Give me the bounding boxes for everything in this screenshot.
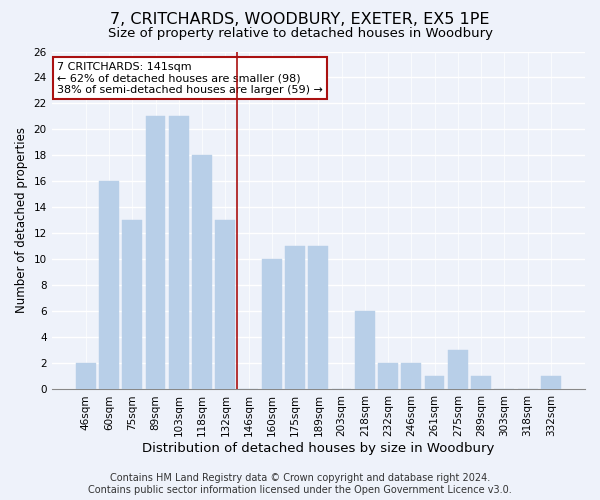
Bar — [169, 116, 188, 390]
Bar — [471, 376, 491, 390]
Bar — [122, 220, 142, 390]
Text: Size of property relative to detached houses in Woodbury: Size of property relative to detached ho… — [107, 28, 493, 40]
Bar — [425, 376, 445, 390]
Y-axis label: Number of detached properties: Number of detached properties — [15, 128, 28, 314]
Text: 7 CRITCHARDS: 141sqm
← 62% of detached houses are smaller (98)
38% of semi-detac: 7 CRITCHARDS: 141sqm ← 62% of detached h… — [57, 62, 323, 95]
Bar — [285, 246, 305, 390]
Bar — [355, 312, 375, 390]
Text: Contains HM Land Registry data © Crown copyright and database right 2024.
Contai: Contains HM Land Registry data © Crown c… — [88, 474, 512, 495]
Bar — [76, 364, 95, 390]
Bar — [448, 350, 468, 390]
Bar — [378, 364, 398, 390]
Bar — [308, 246, 328, 390]
Bar — [541, 376, 561, 390]
Text: 7, CRITCHARDS, WOODBURY, EXETER, EX5 1PE: 7, CRITCHARDS, WOODBURY, EXETER, EX5 1PE — [110, 12, 490, 28]
Bar — [192, 156, 212, 390]
X-axis label: Distribution of detached houses by size in Woodbury: Distribution of detached houses by size … — [142, 442, 494, 455]
Bar — [99, 182, 119, 390]
Bar — [401, 364, 421, 390]
Bar — [146, 116, 166, 390]
Bar — [262, 260, 282, 390]
Bar — [215, 220, 235, 390]
